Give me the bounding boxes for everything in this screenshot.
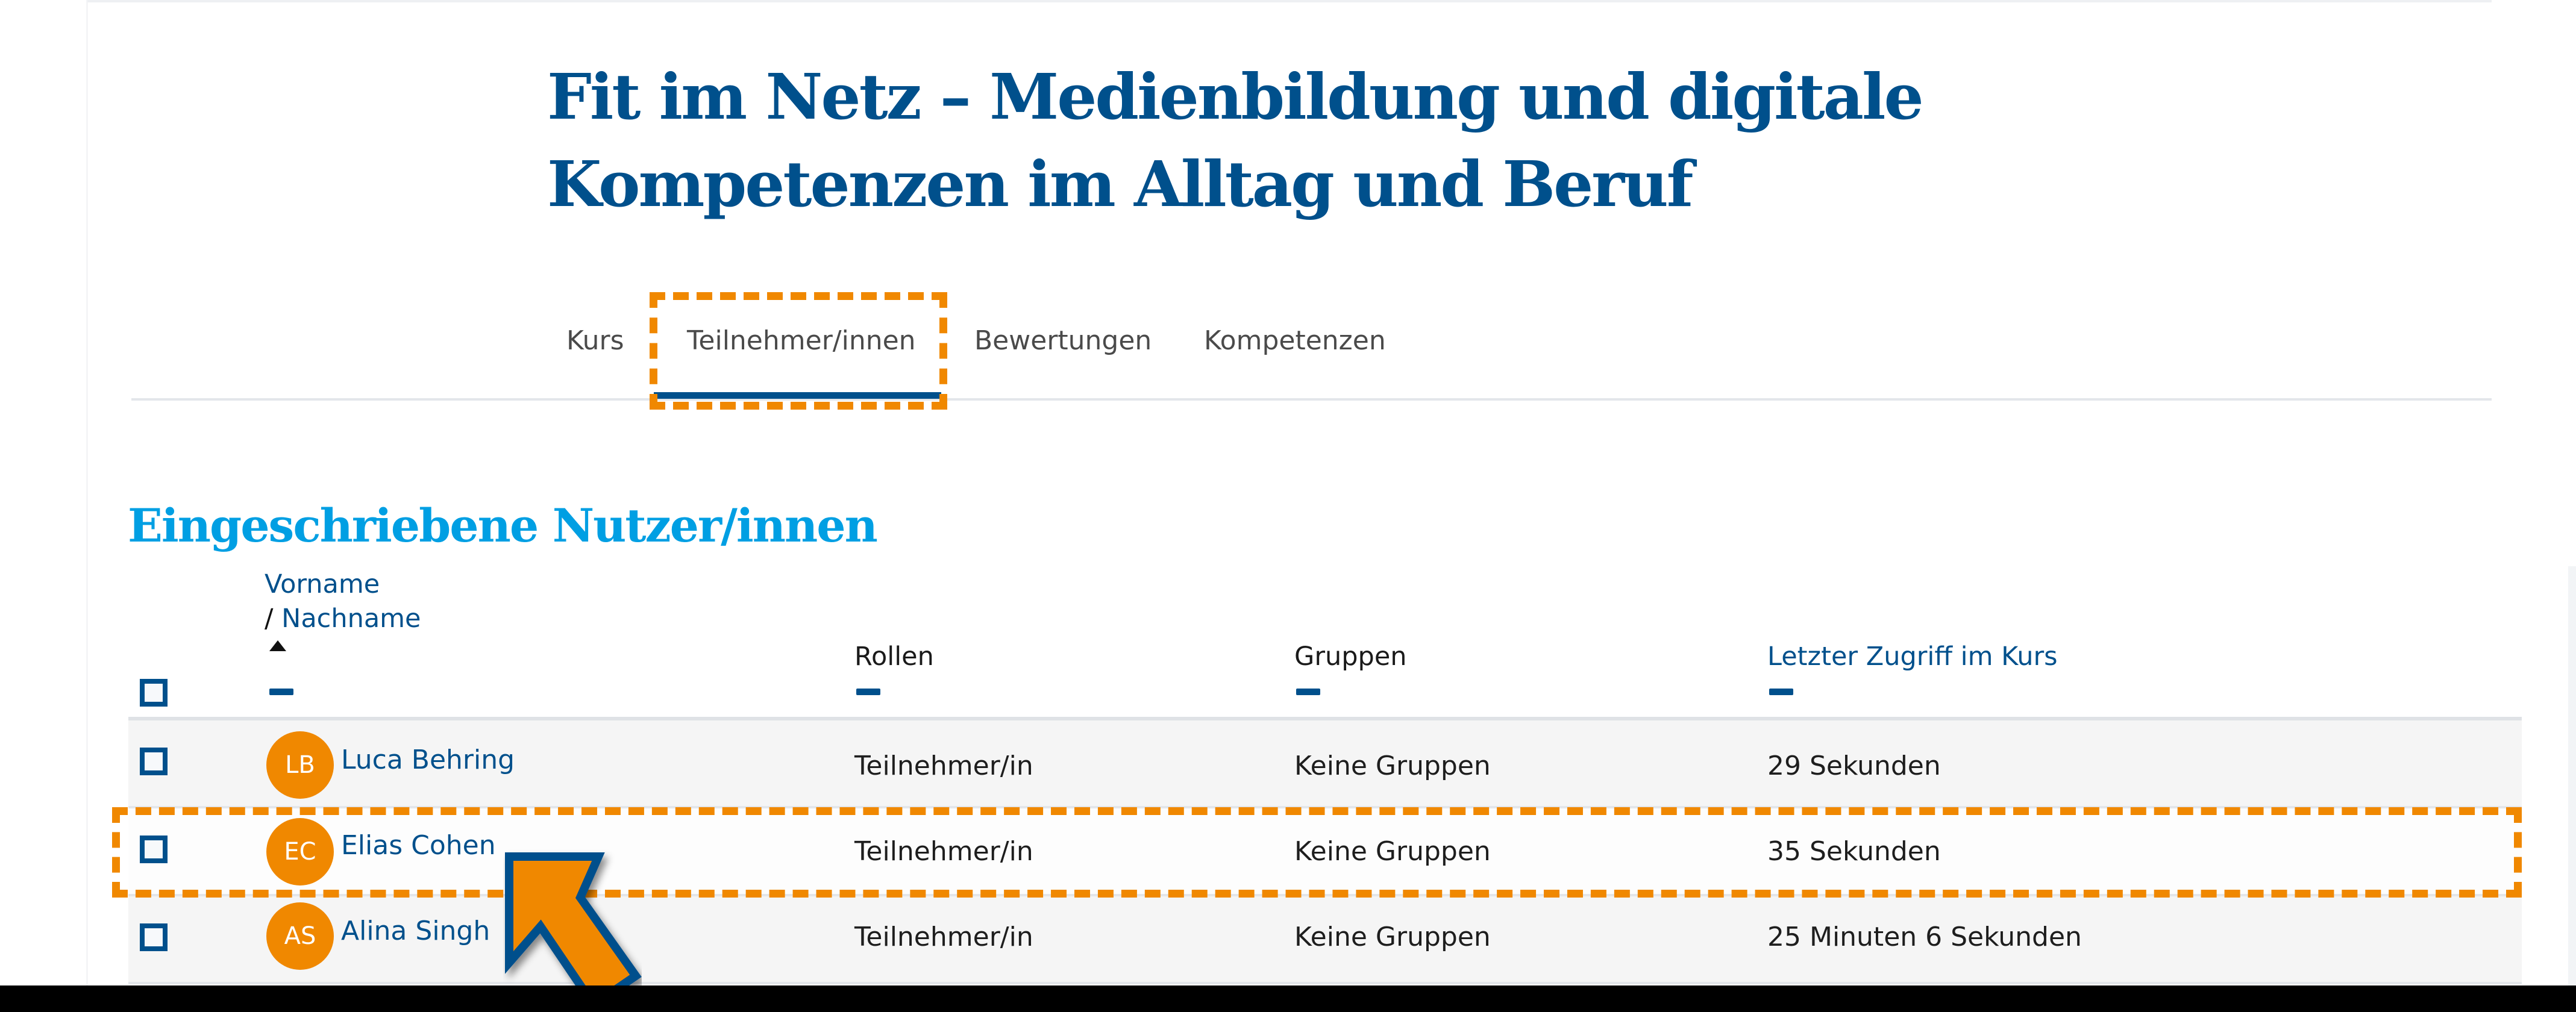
participant-name-link[interactable]: Luca Behring [341, 745, 515, 775]
header-lastname-wrap: / Nachname [265, 604, 421, 634]
participant-role: Teilnehmer/in [854, 751, 1033, 781]
left-margin [0, 0, 88, 1012]
collapse-name-column-icon[interactable] [269, 689, 293, 695]
top-border [87, 0, 2492, 2]
participant-last-access: 25 Minuten 6 Sekunden [1767, 922, 2082, 952]
participant-groups: Keine Gruppen [1294, 751, 1491, 781]
row-select-checkbox[interactable] [140, 748, 168, 775]
tab-kompetenzen[interactable]: Kompetenzen [1204, 325, 1386, 356]
participant-name-link[interactable]: Elias Cohen [341, 830, 496, 861]
row-select-checkbox[interactable] [140, 923, 168, 951]
header-groups: Gruppen [1294, 642, 1407, 672]
tab-bewertungen[interactable]: Bewertungen [974, 325, 1152, 356]
table-row: EC Elias Cohen Teilnehmer/in Keine Grupp… [128, 808, 2522, 896]
participant-name-link[interactable]: Alina Singh [341, 916, 490, 946]
course-title-line2: Kompetenzen im Alltag und Beruf [547, 147, 1693, 221]
header-last-access[interactable]: Letzter Zugriff im Kurs [1767, 642, 2058, 672]
participant-groups: Keine Gruppen [1294, 922, 1491, 952]
scrollbar-track[interactable] [2568, 566, 2576, 988]
avatar: AS [266, 902, 334, 970]
avatar: EC [266, 818, 334, 886]
table-header-rule [128, 717, 2522, 720]
active-tab-indicator [654, 392, 941, 399]
tabs-divider [131, 398, 2492, 401]
tab-teilnehmer-innen[interactable]: Teilnehmer/innen [687, 325, 916, 356]
participant-last-access: 35 Sekunden [1767, 836, 1941, 867]
header-roles: Rollen [854, 642, 934, 672]
row-select-checkbox[interactable] [140, 836, 168, 863]
course-title-line1: Fit im Netz – Medienbildung und digitale [547, 60, 1924, 134]
collapse-groups-column-icon[interactable] [1296, 689, 1320, 695]
section-title: Eingeschriebene Nutzer/innen [128, 499, 878, 552]
collapse-last-access-column-icon[interactable] [1769, 689, 1793, 695]
bottom-black-bar [0, 985, 2576, 1012]
header-name-separator: / [265, 604, 282, 634]
participant-role: Teilnehmer/in [854, 922, 1033, 952]
participant-last-access: 29 Sekunden [1767, 751, 1941, 781]
header-firstname[interactable]: Vorname [265, 569, 380, 599]
table-row: LB Luca Behring Teilnehmer/in Keine Grup… [128, 720, 2522, 808]
participant-groups: Keine Gruppen [1294, 836, 1491, 867]
header-lastname[interactable]: Nachname [281, 604, 421, 634]
sort-ascending-icon [269, 640, 286, 651]
avatar: LB [266, 731, 334, 799]
select-all-checkbox[interactable] [140, 679, 168, 707]
collapse-roles-column-icon[interactable] [856, 689, 880, 695]
table-row: AS Alina Singh Teilnehmer/in Keine Grupp… [128, 896, 2522, 984]
course-tabs: Kurs Teilnehmer/innen Bewertungen Kompet… [0, 313, 2576, 401]
course-title: Fit im Netz – Medienbildung und digitale… [547, 53, 1993, 228]
participant-role: Teilnehmer/in [854, 836, 1033, 867]
tab-kurs[interactable]: Kurs [566, 325, 624, 356]
